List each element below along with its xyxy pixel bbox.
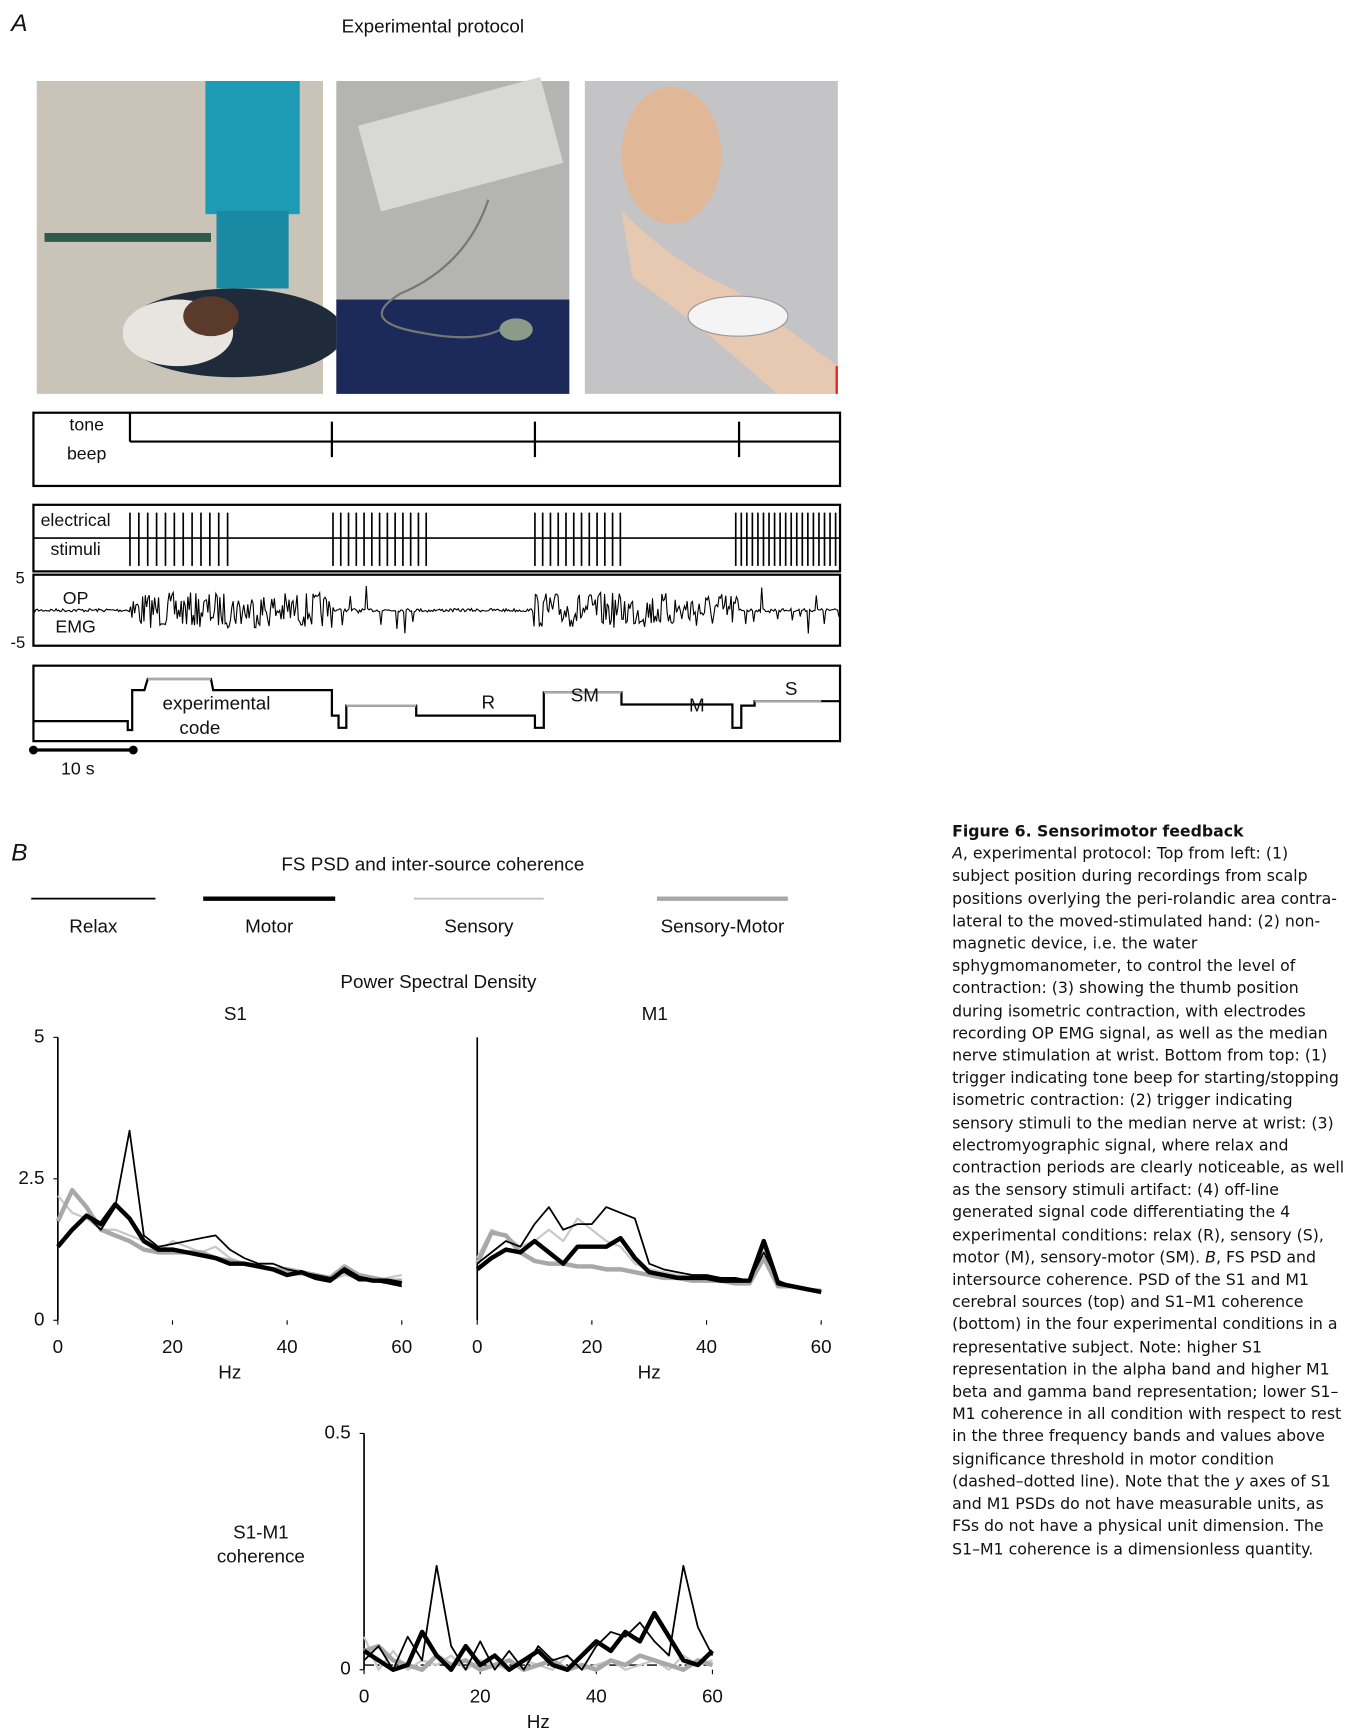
x-tick-label: 60 [391,1336,412,1357]
code-label: code [179,717,220,738]
y-tick-label: 0 [34,1308,45,1329]
caption-title: Figure 6. Sensorimotor feedback [952,821,1345,843]
protocol-traces [33,413,840,741]
x-tick-label: 40 [696,1336,717,1357]
track-label: OP [63,588,89,608]
track-label: tone [69,415,104,435]
x-tick-label: 20 [470,1685,491,1706]
y-tick-label: 5 [34,1025,45,1046]
stimulus-trace [33,513,840,566]
legend-label: Relax [69,916,118,937]
photo-hand [585,81,838,394]
track-label: electrical [41,510,111,530]
series-line [477,1207,821,1292]
figure: A Experimental protocol tone beep electrical… [0,0,1345,1733]
y-tick-label: 2.5 [18,1167,44,1188]
x-tick-label: 20 [162,1336,183,1357]
x-tick-label: 0 [53,1336,64,1357]
x-axis-label: Hz [638,1362,661,1383]
caption: Figure 6. Sensorimotor feedback A, experi… [952,821,1345,1731]
emg-scale-label: 5 [16,569,25,588]
chart-title: S1 [224,1003,247,1024]
x-tick-label: 40 [586,1685,607,1706]
series-line [364,1566,712,1670]
caption-segment: A [952,846,963,864]
series-line [58,1190,402,1281]
scale-bar-label: 10 s [61,759,95,779]
section-title: Power Spectral Density [340,971,537,992]
panel-label: A [9,10,27,37]
panel-label: B [11,840,27,867]
y-axis-label: coherence [217,1546,305,1567]
x-tick-label: 0 [472,1336,483,1357]
emg-scale-label: -5 [11,633,26,652]
caption-segment: B [1205,1249,1216,1267]
legend-label: Sensory-Motor [661,916,785,937]
caption-segment: , FS PSD and intersource coherence. PSD … [952,1249,1341,1491]
y-axis-label: S1-M1 [233,1521,289,1542]
code-label: R [482,691,496,712]
x-axis-label: Hz [527,1711,550,1732]
track-label: EMG [55,617,95,637]
x-tick-label: 20 [581,1336,602,1357]
scale-bar [29,746,138,755]
panel-title: FS PSD and inter-source coherence [281,853,584,874]
x-tick-label: 60 [811,1336,832,1357]
caption-text: Figure 6. Sensorimotor feedback A, experi… [952,821,1345,1561]
caption-segment: y [1235,1473,1244,1491]
code-label: SM [571,685,599,706]
emg-trace [33,586,838,633]
x-tick-label: 60 [702,1685,723,1706]
code-label: M [689,695,705,716]
y-tick-label: 0.5 [325,1421,351,1442]
x-tick-label: 0 [359,1685,370,1706]
code-label: experimental [163,693,271,714]
panel-title: Experimental protocol [342,16,524,37]
code-label: S [785,678,798,699]
track-label: beep [67,444,107,464]
y-tick-label: 0 [340,1658,350,1679]
x-axis-label: Hz [218,1362,241,1383]
legend-label: Sensory [444,916,514,937]
photo-subject [37,81,344,394]
track-label: stimuli [50,539,100,559]
caption-segment: , experimental protocol: Top from left: … [952,846,1344,1267]
chart-title: M1 [642,1003,668,1024]
photo-device [336,77,569,394]
x-tick-label: 40 [277,1336,298,1357]
legend-label: Motor [245,916,293,937]
page: { "panel_a": {"label": "A", "title": "Ex… [0,0,1345,1733]
